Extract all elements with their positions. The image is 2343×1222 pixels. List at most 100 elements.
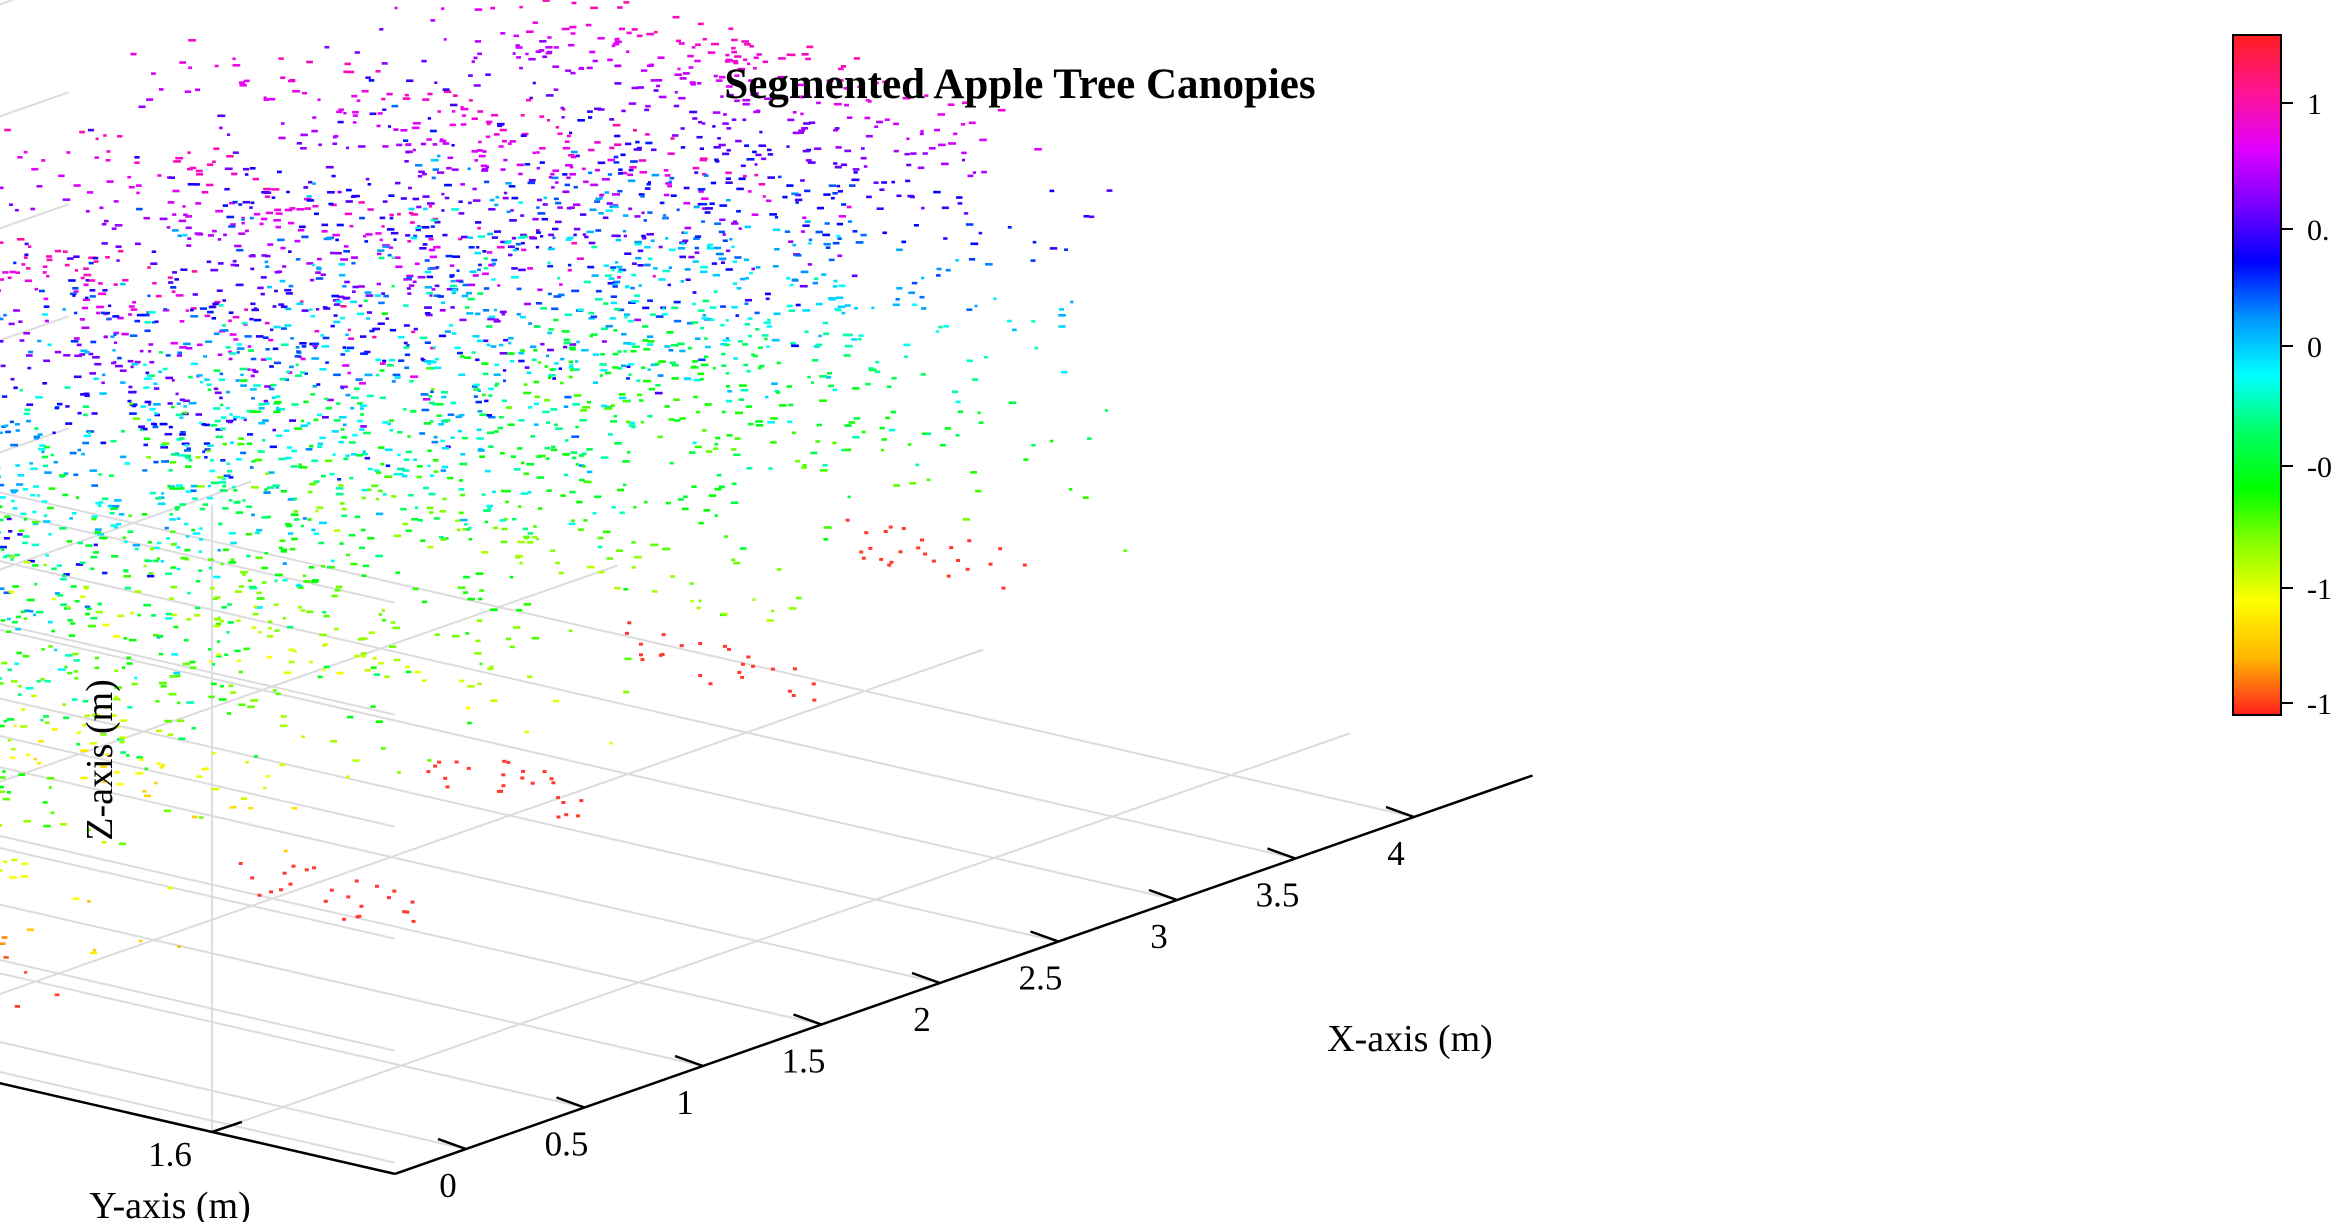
point xyxy=(224,653,229,657)
point xyxy=(342,423,347,427)
point xyxy=(534,395,540,399)
point xyxy=(190,484,198,488)
point xyxy=(271,383,277,387)
point xyxy=(442,88,450,91)
point xyxy=(168,485,176,488)
point xyxy=(896,287,903,290)
point xyxy=(71,512,77,515)
point xyxy=(776,361,781,365)
point xyxy=(662,547,671,551)
point xyxy=(100,733,107,736)
point xyxy=(779,404,787,407)
point xyxy=(306,610,314,614)
y-axis-label: Y-axis (m) xyxy=(89,1185,250,1222)
point xyxy=(38,740,44,743)
point xyxy=(861,556,866,560)
point xyxy=(160,559,164,563)
point xyxy=(309,342,316,346)
point xyxy=(210,587,215,590)
point xyxy=(304,868,309,872)
point xyxy=(232,315,240,319)
point xyxy=(571,289,580,293)
point xyxy=(654,362,660,366)
point xyxy=(311,459,319,463)
point xyxy=(665,237,669,240)
point xyxy=(607,58,613,62)
point xyxy=(907,443,912,446)
point xyxy=(325,165,334,169)
point xyxy=(568,375,573,379)
point xyxy=(14,724,17,728)
point xyxy=(20,725,28,728)
point xyxy=(338,273,346,277)
point xyxy=(364,668,371,672)
point xyxy=(133,390,137,394)
point xyxy=(527,491,532,494)
point xyxy=(844,424,852,427)
point xyxy=(546,354,550,358)
point xyxy=(477,52,482,56)
point xyxy=(513,248,517,252)
point xyxy=(724,535,728,538)
point xyxy=(812,359,819,362)
point xyxy=(280,305,288,309)
point xyxy=(904,152,910,156)
point xyxy=(240,451,247,455)
point xyxy=(212,597,218,601)
point xyxy=(155,700,160,703)
point xyxy=(112,315,120,318)
point xyxy=(170,453,178,456)
point xyxy=(159,422,168,426)
point xyxy=(218,378,226,381)
point xyxy=(132,543,140,547)
point xyxy=(943,237,948,240)
point xyxy=(87,128,95,132)
point xyxy=(129,412,137,415)
point xyxy=(623,350,627,353)
point xyxy=(376,282,381,286)
point xyxy=(132,301,136,304)
point xyxy=(195,413,202,416)
point xyxy=(626,50,630,53)
point xyxy=(922,152,928,155)
point xyxy=(475,221,482,224)
point xyxy=(501,312,506,316)
point xyxy=(697,188,706,191)
point xyxy=(190,308,194,312)
point xyxy=(309,482,316,486)
point xyxy=(1069,488,1073,491)
point xyxy=(513,626,521,629)
point xyxy=(422,98,430,101)
point xyxy=(298,463,302,466)
point xyxy=(419,432,426,435)
point xyxy=(655,79,663,82)
point xyxy=(101,242,108,245)
point xyxy=(189,166,197,170)
point xyxy=(405,529,412,532)
point xyxy=(860,156,867,160)
point xyxy=(152,425,159,429)
point xyxy=(589,208,597,212)
point xyxy=(184,90,192,93)
point xyxy=(224,187,230,191)
point xyxy=(14,423,20,426)
point xyxy=(222,324,226,327)
point xyxy=(597,536,604,540)
point xyxy=(843,354,851,357)
point xyxy=(291,449,297,453)
point xyxy=(501,784,506,788)
point xyxy=(301,235,309,239)
point xyxy=(214,419,221,423)
point xyxy=(217,262,224,265)
point xyxy=(233,418,237,421)
point xyxy=(170,530,176,534)
point xyxy=(206,183,214,187)
point xyxy=(411,126,420,130)
point xyxy=(645,104,651,108)
point xyxy=(472,335,480,338)
point xyxy=(871,306,875,310)
point xyxy=(849,184,856,187)
point xyxy=(810,381,814,384)
point xyxy=(509,359,514,363)
point xyxy=(507,142,512,145)
